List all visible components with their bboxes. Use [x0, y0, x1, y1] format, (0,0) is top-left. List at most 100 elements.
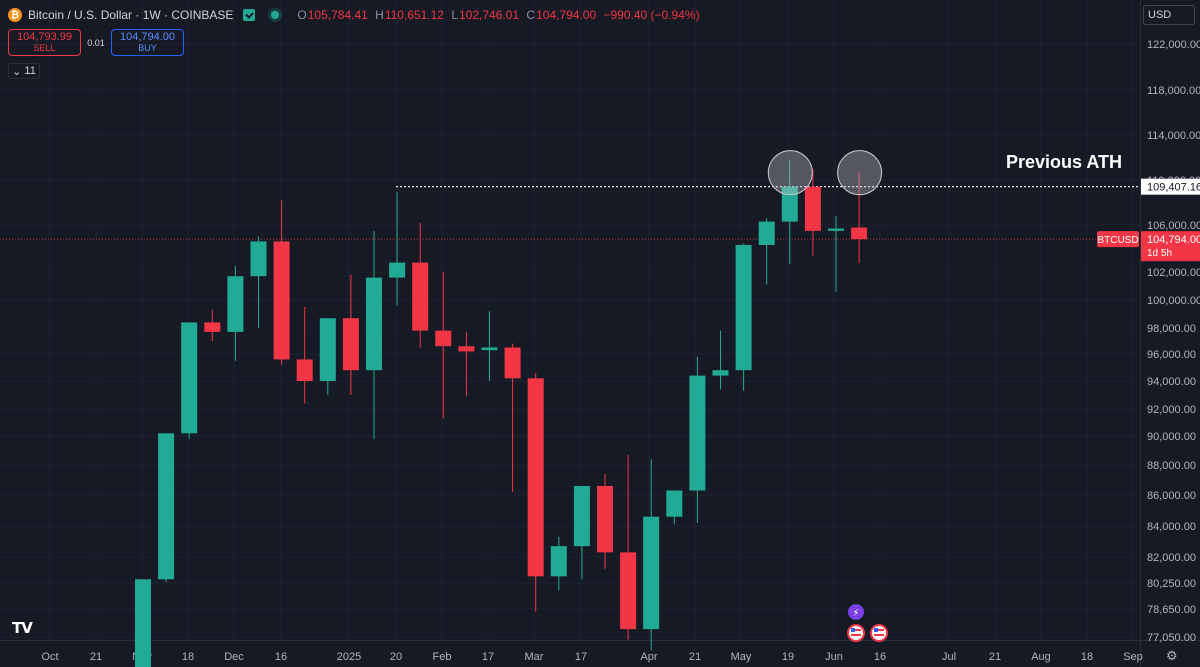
x-tick-label: 21 — [90, 651, 102, 663]
x-tick-label: 18 — [182, 651, 194, 663]
y-tick-label: 86,000.00 — [1147, 490, 1196, 502]
us-flag-event-icon[interactable] — [847, 624, 865, 642]
lightning-event-icon[interactable] — [848, 604, 864, 620]
gear-icon[interactable]: ⚙ — [1166, 648, 1178, 663]
candle-body — [597, 486, 613, 553]
x-tick-label: Dec — [224, 651, 244, 663]
us-flag-event-icon[interactable] — [870, 624, 888, 642]
lightning-glyph: ⚡ — [852, 608, 859, 619]
market-status-icon[interactable] — [243, 9, 256, 21]
trade-panel: 104,793.99 SELL 0.01 104,794.00 BUY — [8, 29, 184, 56]
y-tick-label: 80,250.00 — [1147, 578, 1196, 590]
buy-button[interactable]: 104,794.00 BUY — [111, 29, 184, 56]
candle-body — [135, 579, 151, 667]
candle-body — [204, 322, 221, 332]
candle-body — [458, 346, 475, 352]
indicators-toggle[interactable]: ⌄ 11 — [8, 63, 40, 79]
x-tick-label: 19 — [782, 651, 794, 663]
x-tick-label: 20 — [390, 651, 402, 663]
y-tick-label: 98,000.00 — [1147, 323, 1196, 335]
x-tick-label: 17 — [575, 651, 587, 663]
y-tick-label: 96,000.00 — [1147, 349, 1196, 361]
x-tick-label: Jun — [825, 651, 843, 663]
x-tick-label: Sep — [1123, 651, 1143, 663]
candle-body — [781, 186, 798, 222]
candle-body — [435, 330, 452, 347]
y-tick-label: 100,000.00 — [1147, 295, 1200, 307]
y-tick-label: 84,000.00 — [1147, 521, 1196, 533]
candle-body — [758, 221, 775, 245]
candle-body — [620, 552, 637, 630]
y-tick-label: 114,000.00 — [1147, 130, 1200, 142]
live-status-icon — [271, 11, 280, 19]
y-tick-label: 92,000.00 — [1147, 404, 1196, 416]
low-value: 102,746.01 — [459, 8, 520, 22]
x-tick-label: 21 — [989, 651, 1001, 663]
ath-highlight-circle — [837, 150, 883, 196]
candle-body — [227, 276, 244, 332]
close-value: 104,794.00 — [536, 8, 597, 22]
candle-body — [158, 433, 175, 580]
y-tick-label: 90,000.00 — [1147, 431, 1196, 443]
candle-body — [828, 228, 844, 231]
flag-stripe — [874, 629, 884, 631]
y-tick-label: 122,000.00 — [1147, 39, 1200, 51]
candle-body — [573, 486, 590, 547]
ath-annotation: Previous ATH — [1006, 152, 1122, 172]
open-value: 105,784.41 — [307, 8, 368, 22]
flag-canton — [874, 628, 878, 632]
candle-body — [181, 322, 198, 434]
candle-body — [550, 546, 567, 577]
candle-body — [804, 186, 821, 231]
currency-label: USD — [1148, 9, 1172, 21]
candle-body — [342, 318, 359, 371]
x-tick-label: May — [731, 651, 752, 663]
ath-price-label: 109,407.16 — [1147, 182, 1200, 194]
buy-label: BUY — [138, 42, 157, 53]
last-price-tag — [1141, 231, 1200, 262]
x-tick-label: 18 — [1081, 651, 1093, 663]
candle-body — [851, 227, 868, 240]
x-tick-label: Apr — [640, 651, 657, 663]
symbol-tag-label: BTCUSD — [1097, 235, 1138, 246]
candle-body — [481, 347, 498, 351]
ath-highlight-circle — [767, 150, 813, 196]
symbol-title[interactable]: Bitcoin / U.S. Dollar · 1W · COINBASE — [28, 8, 234, 22]
candle-body — [735, 244, 752, 371]
x-tick-label: 2025 — [337, 651, 361, 663]
candle-body — [412, 262, 429, 331]
change-value: −990.40 (−0.94%) — [603, 8, 700, 22]
sell-button[interactable]: 104,793.99 SELL — [8, 29, 81, 56]
x-tick-label: Feb — [433, 651, 452, 663]
candle-body — [527, 378, 544, 577]
flag-stripe — [851, 629, 861, 631]
flag-stripe — [851, 634, 861, 636]
bitcoin-icon: ₿ — [8, 8, 22, 22]
symbol-tag — [1097, 231, 1139, 248]
ath-price-tag — [1141, 178, 1200, 195]
x-tick-label: 16 — [275, 651, 287, 663]
countdown-label: 1d 5h — [1147, 248, 1172, 259]
tradingview-logo-icon[interactable]: TV — [12, 619, 33, 637]
flag-canton — [851, 628, 855, 632]
x-tick-label: 17 — [482, 651, 494, 663]
y-tick-label: 78,650.00 — [1147, 604, 1196, 616]
candle-body — [689, 375, 706, 491]
chevron-down-icon: ⌄ — [12, 65, 22, 78]
y-tick-label: 82,000.00 — [1147, 552, 1196, 564]
x-tick-label: Oct — [41, 651, 58, 663]
candle-body — [366, 277, 382, 371]
y-tick-label: 88,000.00 — [1147, 460, 1196, 472]
flag-stripe — [874, 634, 884, 636]
currency-selector[interactable]: USD — [1143, 5, 1195, 25]
x-tick-label: Mar — [525, 651, 544, 663]
candle-body — [250, 241, 267, 277]
sell-label: SELL — [33, 42, 56, 53]
candle-body — [504, 347, 521, 379]
high-value: 110,651.12 — [384, 8, 444, 22]
candle-body — [666, 490, 683, 517]
indicators-count: 11 — [24, 65, 36, 77]
candle-body — [296, 359, 313, 381]
x-tick-label: Jul — [942, 651, 956, 663]
